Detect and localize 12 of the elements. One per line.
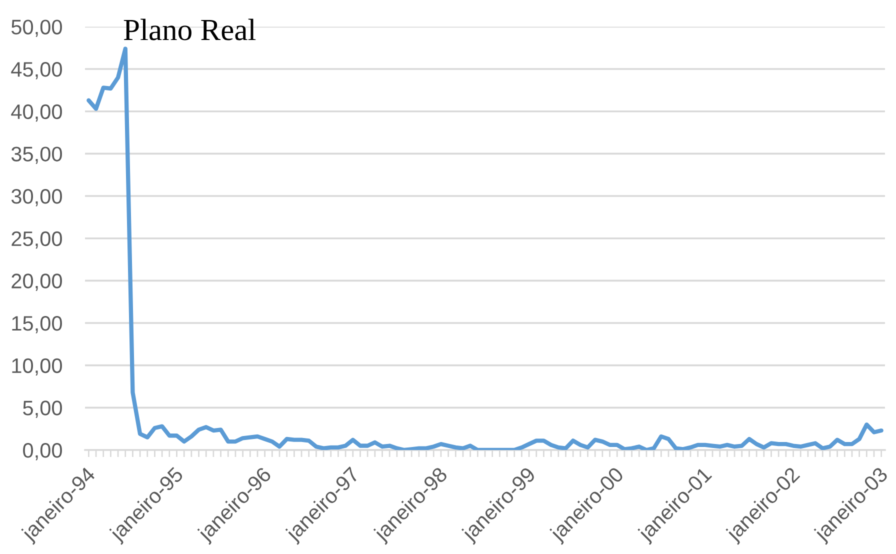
y-tick-label: 0,00 <box>23 443 62 460</box>
y-tick-label: 35,00 <box>11 146 62 164</box>
y-tick-label: 30,00 <box>11 189 62 206</box>
y-tick-label: 40,00 <box>11 104 62 122</box>
y-tick-label: 10,00 <box>12 358 62 376</box>
y-tick-label: 15,00 <box>12 316 62 334</box>
y-tick-label: 20,00 <box>12 274 62 291</box>
y-tick-label: 50,00 <box>11 20 62 37</box>
y-tick-label: 25,00 <box>12 231 62 249</box>
annotation: Plano Real <box>124 18 256 40</box>
y-tick-label: 5,00 <box>23 400 62 418</box>
y-tick-label: 45,00 <box>11 62 62 80</box>
